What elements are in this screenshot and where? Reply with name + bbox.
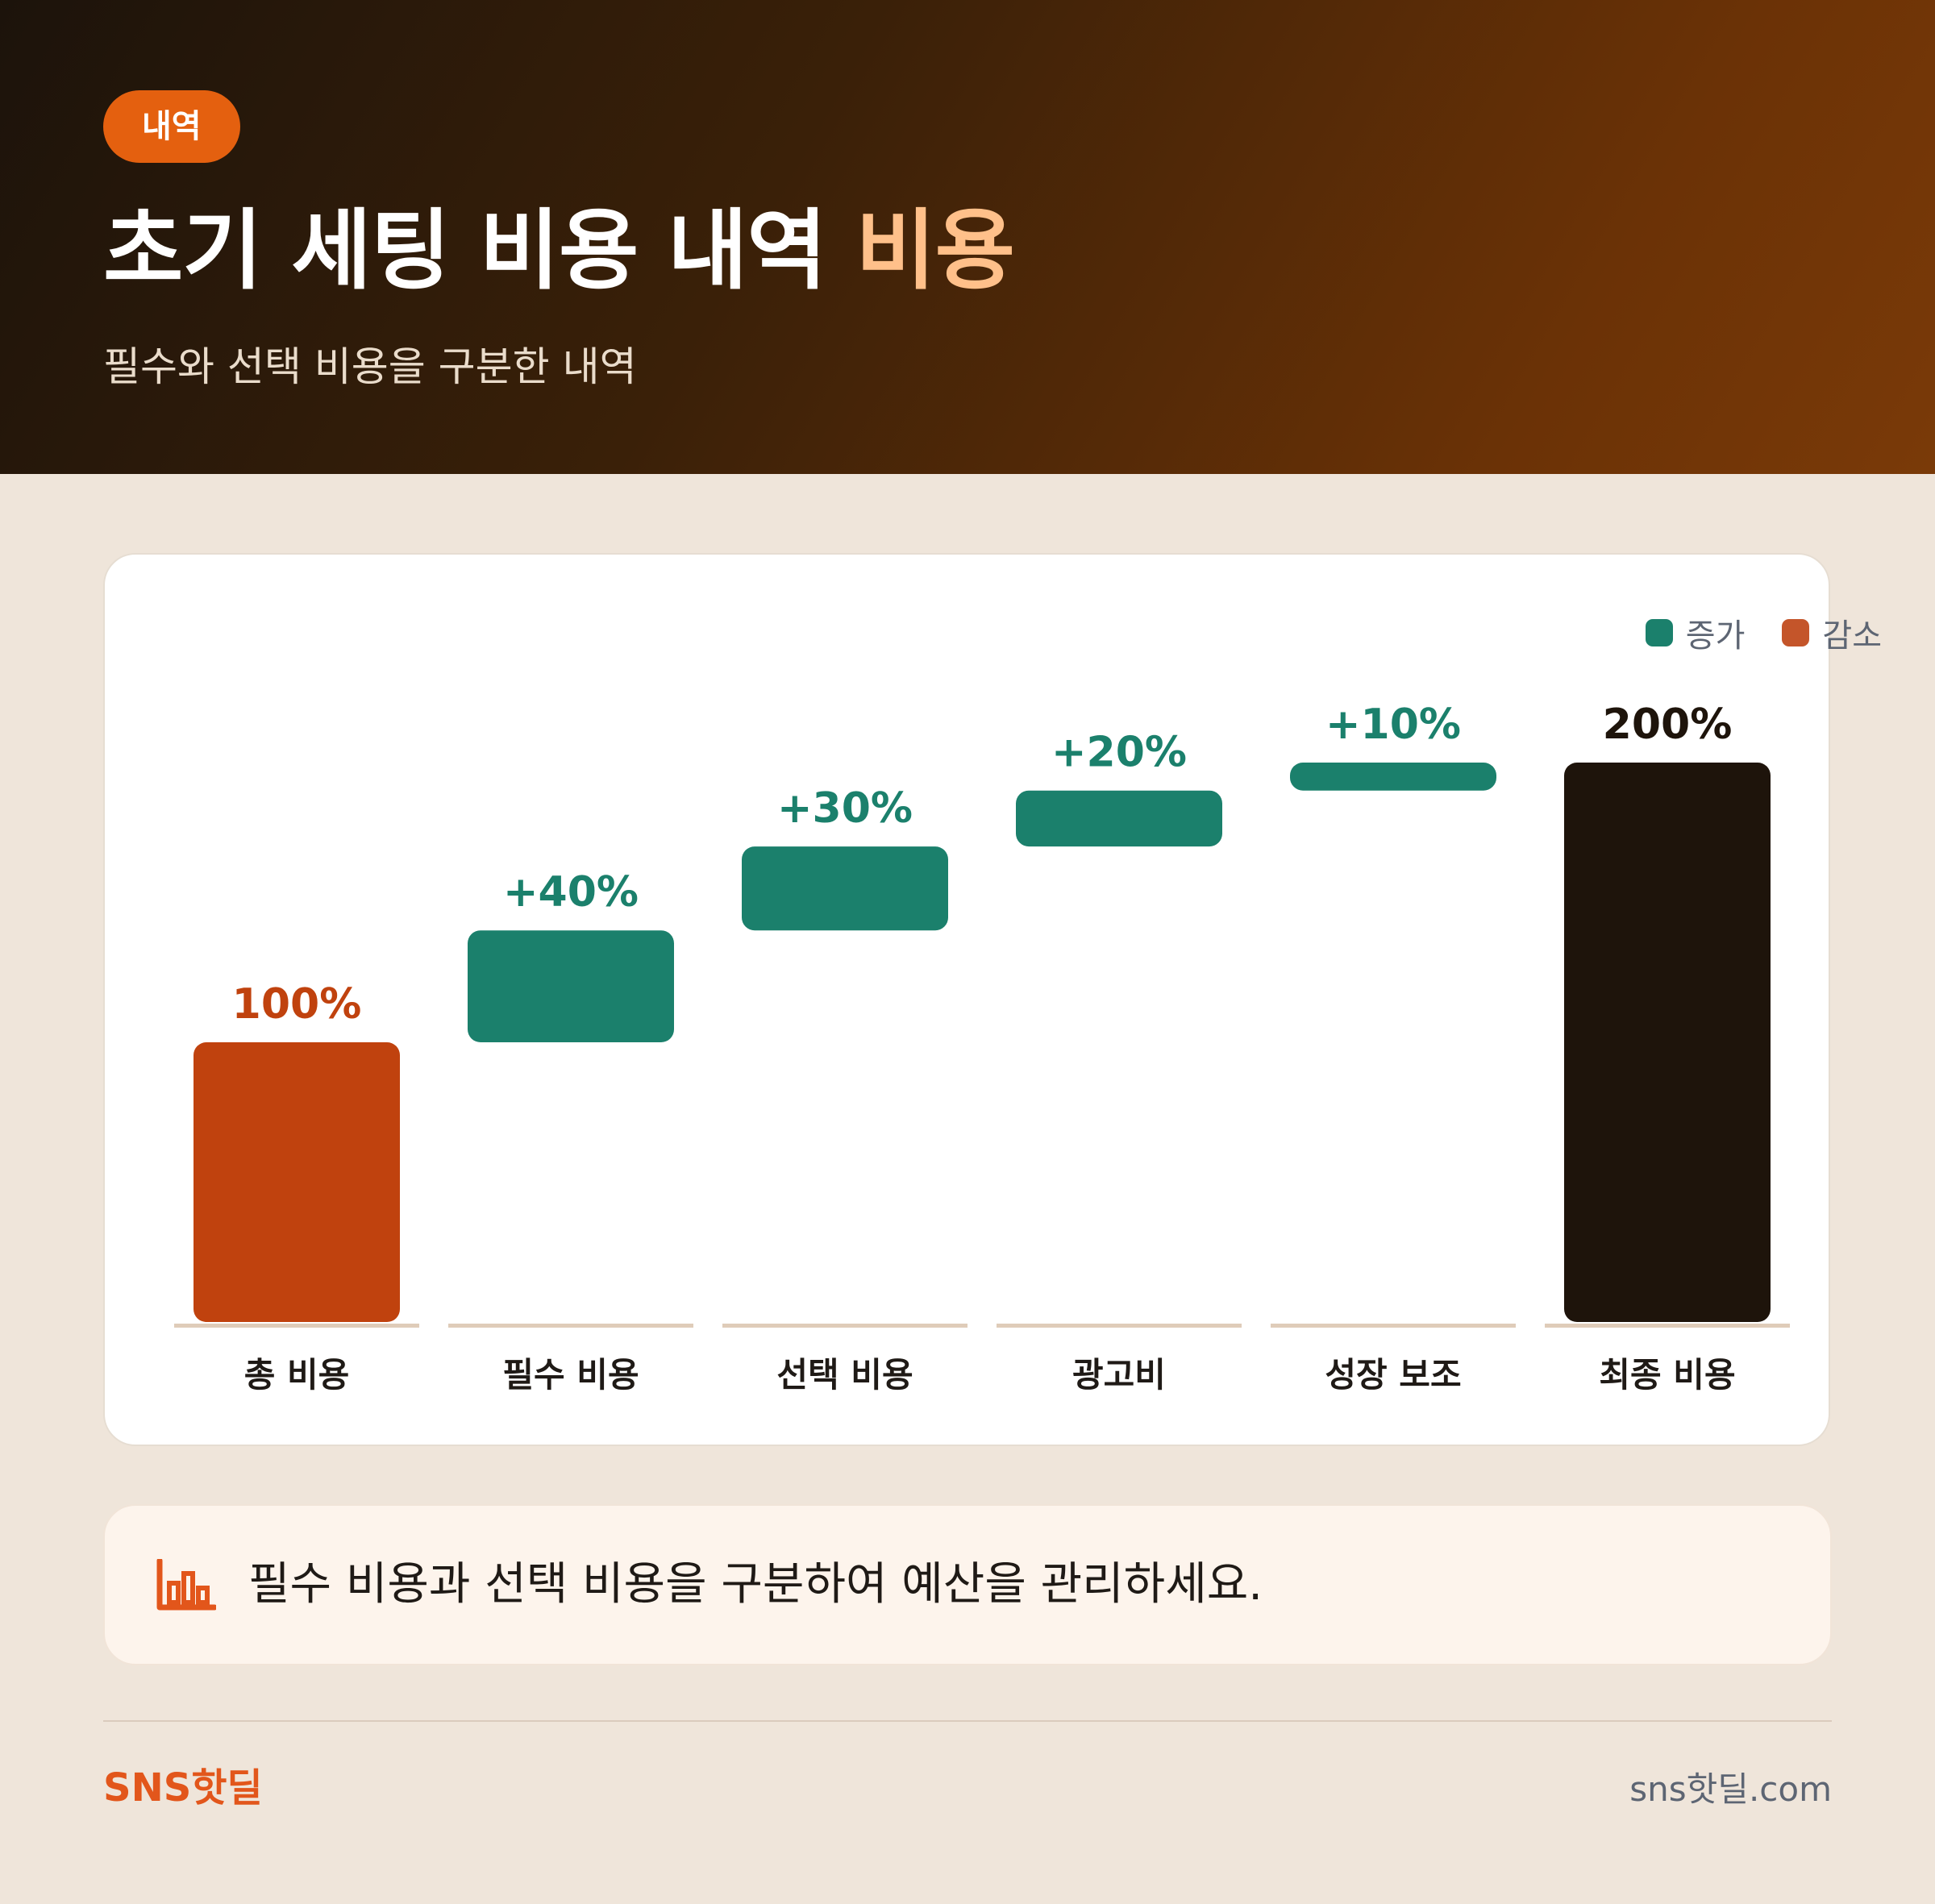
insight-text: 필수 비용과 선택 비용을 구분하여 예산을 관리하세요. <box>248 1558 1263 1611</box>
bar-increase-5 <box>1290 763 1496 791</box>
chart-legend: 증가 감소 <box>1645 609 1882 656</box>
legend-swatch-decrease <box>1782 619 1810 646</box>
site-url: sns핫딜.com <box>1629 1769 1832 1809</box>
data-label: +20% <box>1051 729 1187 777</box>
category-badge: 내역 <box>103 90 240 163</box>
bar-increase-3 <box>742 846 948 931</box>
data-label: +40% <box>503 868 639 917</box>
legend-label-increase: 증가 <box>1685 617 1746 655</box>
waterfall-chart: 100% 총 비용 +40% 필수 비용 +30% 선택 비용 +20% 광고비 +10% 성장 … <box>174 700 1790 1395</box>
data-label: 100% <box>232 980 362 1029</box>
category-tick-label: 성장 보조 <box>1325 1355 1461 1395</box>
bar-chart-icon <box>156 1559 216 1611</box>
bar-increase-4 <box>1016 790 1222 847</box>
page-title-main: 초기 세팅 비용 내역 <box>103 201 827 301</box>
page-title-accent: 비용 <box>855 201 1015 301</box>
legend-label-decrease: 감소 <box>1822 617 1882 655</box>
legend-item-increase: 증가 <box>1645 609 1746 656</box>
baseline-segment <box>174 1324 419 1328</box>
bar-total-6 <box>1564 763 1771 1322</box>
header-banner: 내역 초기 세팅 비용 내역 비용 필수와 선택 비용을 구분한 내역 <box>0 0 1935 474</box>
data-label: +30% <box>777 784 913 833</box>
legend-swatch-increase <box>1645 619 1673 646</box>
category-tick-label: 총 비용 <box>244 1355 350 1395</box>
category-tick-label: 선택 비용 <box>776 1355 913 1395</box>
bar-increase-2 <box>468 930 674 1042</box>
bar-start-1 <box>194 1042 400 1322</box>
baseline-segment <box>1271 1324 1516 1328</box>
footer-divider <box>103 1720 1832 1722</box>
baseline-segment <box>722 1324 968 1328</box>
category-tick-label: 광고비 <box>1072 1355 1166 1395</box>
page-title: 초기 세팅 비용 내역 비용 <box>103 195 1015 308</box>
baseline-segment <box>997 1324 1242 1328</box>
page-subtitle: 필수와 선택 비용을 구분한 내역 <box>103 343 637 390</box>
brand-logo-text: SNS핫딜 <box>103 1765 263 1810</box>
data-label: +10% <box>1325 700 1461 749</box>
category-tick-label: 최종 비용 <box>1599 1355 1735 1395</box>
category-tick-label: 필수 비용 <box>502 1355 639 1395</box>
data-label: 200% <box>1603 700 1733 749</box>
baseline-segment <box>448 1324 693 1328</box>
legend-item-decrease: 감소 <box>1782 609 1882 656</box>
baseline-segment <box>1545 1324 1790 1328</box>
insight-box <box>103 1504 1832 1665</box>
